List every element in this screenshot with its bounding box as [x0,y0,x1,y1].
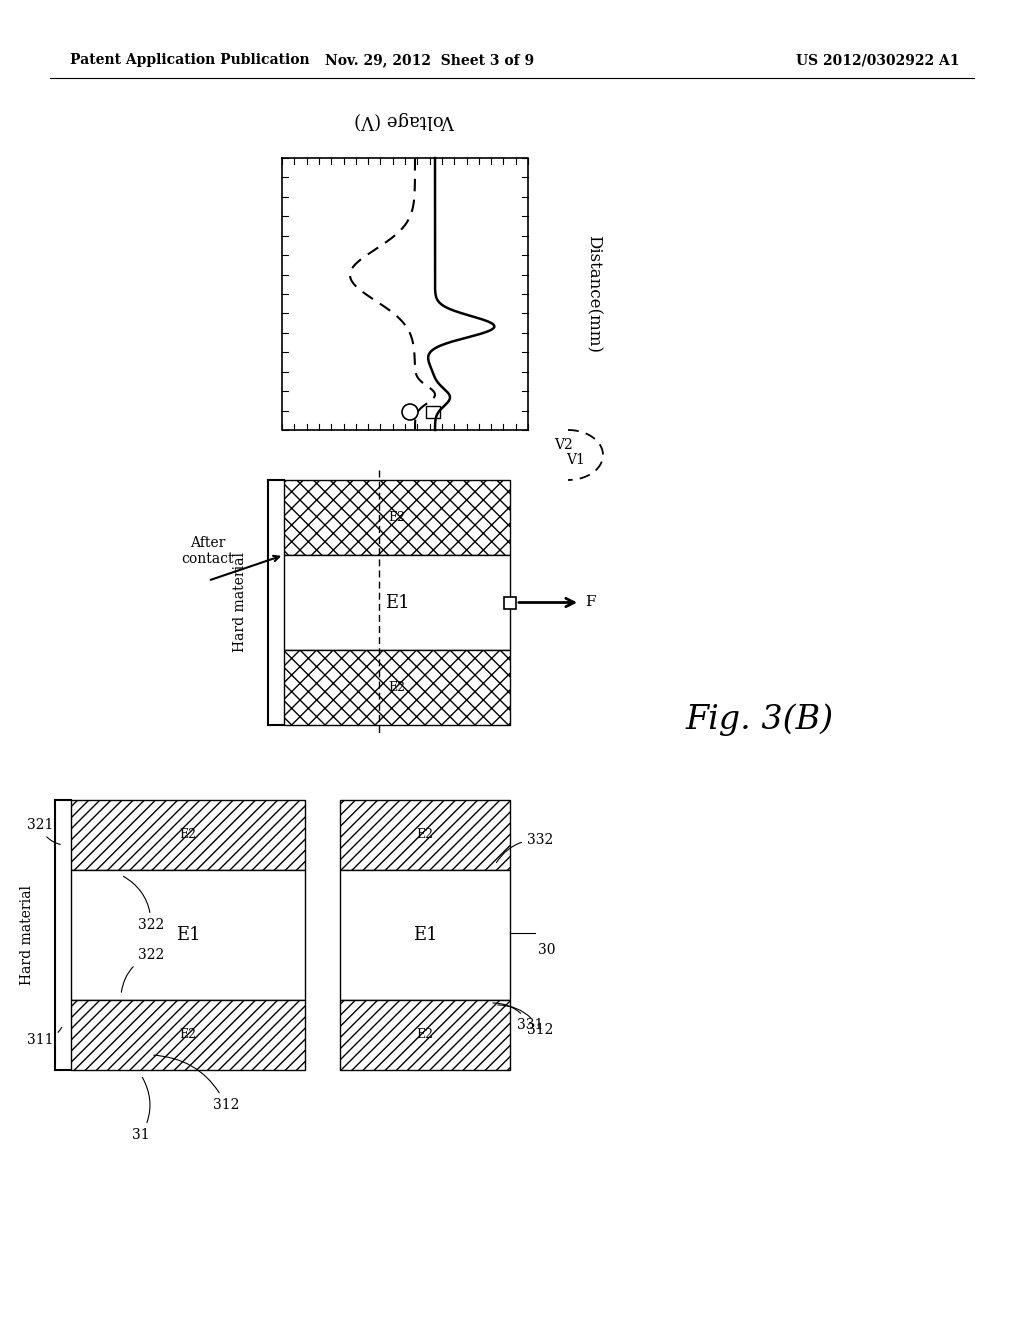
Text: 312: 312 [154,1055,240,1111]
Bar [340,870,510,1001]
Text: F: F [585,595,596,610]
Bar [504,597,516,609]
Text: 311: 311 [27,1027,61,1047]
Text: 331: 331 [493,1003,543,1032]
Bar [340,1001,510,1071]
Text: 31: 31 [132,1077,150,1142]
Text: US 2012/0302922 A1: US 2012/0302922 A1 [797,53,961,67]
Text: E1: E1 [385,594,410,611]
Text: E2: E2 [179,829,197,842]
Text: E2: E2 [417,1028,433,1041]
Text: 322: 322 [124,876,164,932]
Bar [426,407,440,418]
Text: Nov. 29, 2012  Sheet 3 of 9: Nov. 29, 2012 Sheet 3 of 9 [326,53,535,67]
Bar [284,649,510,725]
Text: E2: E2 [388,511,406,524]
Text: 322: 322 [122,948,164,993]
Text: E2: E2 [417,829,433,842]
Text: E2: E2 [388,681,406,694]
Text: V2: V2 [554,438,572,451]
Text: E1: E1 [176,927,201,944]
Text: 312: 312 [498,1005,553,1038]
Text: After
contact: After contact [181,536,234,566]
Text: Fig. 3(B): Fig. 3(B) [686,704,835,737]
Text: 30: 30 [538,942,555,957]
Text: E2: E2 [179,1028,197,1041]
Bar [71,870,305,1001]
Text: 332: 332 [497,833,553,863]
Text: Voltage (V): Voltage (V) [354,111,456,129]
Text: Patent Application Publication: Patent Application Publication [70,53,309,67]
Bar [284,480,510,554]
Text: E1: E1 [413,927,437,944]
Bar [71,1001,305,1071]
Text: 321: 321 [27,818,60,845]
Bar [71,800,305,870]
Text: V1: V1 [566,453,585,467]
Bar [284,554,510,649]
Text: Distance(mm): Distance(mm) [585,235,601,352]
Text: Hard material: Hard material [233,553,247,652]
Text: Hard material: Hard material [20,884,34,985]
Bar [340,800,510,870]
